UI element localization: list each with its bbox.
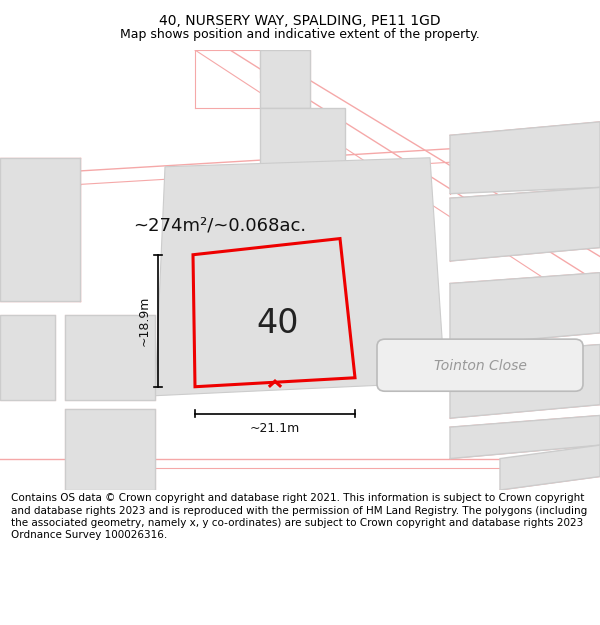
Text: Map shows position and indicative extent of the property.: Map shows position and indicative extent… — [120, 28, 480, 41]
Text: ~21.1m: ~21.1m — [250, 421, 300, 434]
Polygon shape — [450, 122, 600, 194]
Polygon shape — [260, 50, 310, 108]
Text: ~18.9m: ~18.9m — [137, 296, 151, 346]
Polygon shape — [500, 445, 600, 490]
Text: ~274m²/~0.068ac.: ~274m²/~0.068ac. — [133, 216, 307, 234]
Polygon shape — [450, 344, 600, 418]
Text: Contains OS data © Crown copyright and database right 2021. This information is : Contains OS data © Crown copyright and d… — [11, 493, 587, 541]
Polygon shape — [450, 272, 600, 346]
Polygon shape — [260, 108, 345, 167]
Polygon shape — [0, 315, 55, 400]
Polygon shape — [65, 409, 155, 490]
Polygon shape — [155, 158, 445, 396]
Polygon shape — [450, 416, 600, 459]
Polygon shape — [65, 315, 155, 400]
Text: 40: 40 — [257, 308, 299, 341]
Polygon shape — [450, 188, 600, 261]
FancyBboxPatch shape — [377, 339, 583, 391]
Text: Tointon Close: Tointon Close — [434, 359, 526, 373]
Polygon shape — [0, 158, 80, 301]
Text: 40, NURSERY WAY, SPALDING, PE11 1GD: 40, NURSERY WAY, SPALDING, PE11 1GD — [159, 14, 441, 28]
